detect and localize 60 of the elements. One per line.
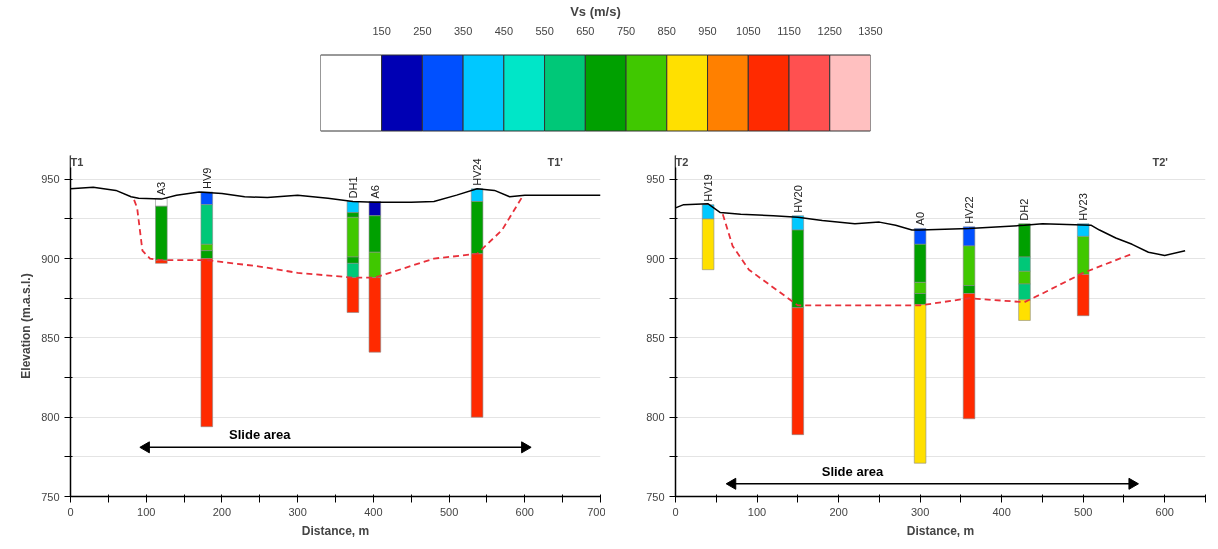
y-tick-label: 750 — [41, 490, 60, 503]
y-axis-title: Elevation (m.a.s.l.) — [19, 273, 34, 379]
x-tick-label: 1250 — [817, 24, 843, 37]
annotation: T1 — [70, 155, 84, 168]
y-tick-label: 950 — [646, 173, 665, 186]
x-tick-label: 600 — [515, 505, 534, 518]
x-tick-label: 200 — [829, 505, 848, 518]
data-label: HV24 — [471, 158, 484, 186]
data-label: DH1 — [346, 176, 359, 199]
x-tick-label: 500 — [1074, 505, 1093, 518]
x-tick-label: 250 — [413, 24, 432, 37]
x-tick-label: 0 — [672, 505, 679, 518]
y-tick-label: 900 — [41, 252, 60, 265]
x-tick-label: 100 — [137, 505, 156, 518]
series-label: Slide area — [821, 463, 884, 479]
x-tick-label: 1150 — [777, 24, 801, 37]
data-label: HV23 — [1077, 193, 1090, 221]
data-label: A0 — [914, 211, 927, 226]
x-tick-label: 1350 — [858, 24, 883, 37]
x-tick-label: 400 — [992, 505, 1011, 518]
x-tick-label: 300 — [910, 505, 930, 518]
x-tick-label: 600 — [1155, 505, 1174, 518]
data-label: HV19 — [702, 174, 715, 202]
x-tick-label: 500 — [439, 505, 459, 518]
y-tick-label: 850 — [41, 331, 60, 344]
y-tick-label: 850 — [646, 331, 665, 344]
y-tick-label: 900 — [646, 252, 665, 265]
data-label: A6 — [368, 185, 381, 199]
x-tick-label: 650 — [576, 24, 595, 37]
x-axis-title: Vs (m/s) — [570, 3, 621, 19]
x-tick-label: 100 — [747, 505, 767, 518]
x-tick-label: 950 — [698, 24, 717, 37]
x-tick-label: 700 — [587, 505, 606, 518]
x-tick-label: 550 — [535, 24, 554, 37]
x-tick-label: 850 — [657, 24, 676, 37]
x-tick-label: 450 — [494, 24, 514, 37]
x-tick-label: 300 — [288, 505, 307, 518]
x-tick-label: 150 — [372, 24, 391, 37]
data-label: HV22 — [963, 196, 976, 224]
x-axis-title: Distance, m — [301, 523, 370, 538]
data-label: HV20 — [791, 185, 804, 213]
annotation: T2' — [1152, 155, 1169, 168]
x-tick-label: 0 — [67, 505, 74, 518]
annotation: T2 — [675, 155, 689, 168]
x-tick-label: 400 — [364, 505, 383, 518]
y-tick-label: 950 — [41, 173, 60, 186]
x-axis-title: Distance, m — [906, 523, 975, 538]
y-tick-label: 800 — [41, 411, 60, 424]
x-tick-label: 350 — [453, 24, 473, 37]
bar — [346, 201, 360, 213]
data-label: HV9 — [200, 167, 213, 189]
y-tick-label: 750 — [646, 490, 665, 503]
data-label: A3 — [155, 181, 168, 196]
y-tick-label: 800 — [646, 411, 665, 424]
x-tick-label: 200 — [212, 505, 232, 518]
data-label: DH2 — [1018, 198, 1031, 221]
x-tick-label: 1050 — [736, 24, 761, 37]
x-tick-label: 750 — [616, 24, 636, 37]
annotation: T1' — [547, 155, 564, 168]
series-label: Slide area — [229, 427, 292, 443]
